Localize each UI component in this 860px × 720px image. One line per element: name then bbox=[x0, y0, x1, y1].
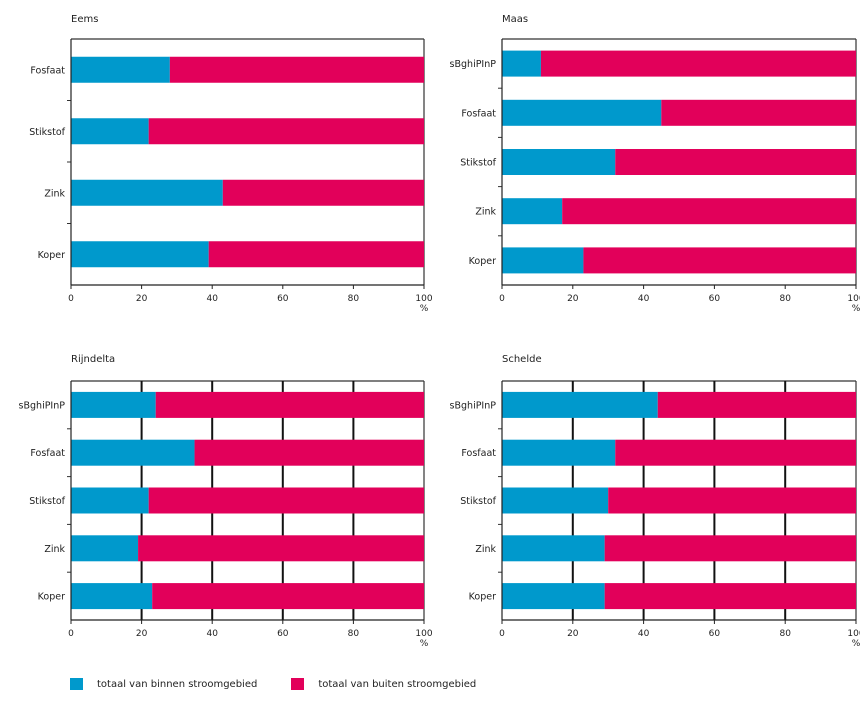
bar-inside bbox=[71, 583, 153, 610]
category-label: Koper bbox=[469, 256, 496, 267]
bar-inside bbox=[502, 99, 662, 126]
legend-label-inside: totaal van binnen stroomgebied bbox=[97, 678, 258, 690]
category-label: Stikstof bbox=[29, 496, 65, 507]
category-label: Zink bbox=[44, 544, 65, 555]
bar-inside bbox=[71, 535, 139, 562]
bar-outside bbox=[222, 179, 424, 206]
bar-outside bbox=[208, 241, 424, 268]
bar-inside bbox=[502, 198, 563, 225]
bar-inside bbox=[71, 487, 149, 514]
bar-outside bbox=[562, 198, 856, 225]
bar-outside bbox=[194, 439, 424, 466]
bar-inside bbox=[71, 391, 156, 418]
bar-inside bbox=[502, 391, 658, 418]
legend-label-outside: totaal van buiten stroomgebied bbox=[318, 678, 477, 690]
category-label: Zink bbox=[44, 188, 65, 199]
x-tick-label: 0 bbox=[68, 629, 74, 639]
category-label: Koper bbox=[38, 250, 65, 261]
legend-swatch-outside bbox=[291, 678, 305, 690]
bar-outside bbox=[657, 391, 856, 418]
category-label: Stikstof bbox=[460, 158, 496, 169]
category-label: Stikstof bbox=[460, 496, 496, 507]
x-tick-label: 60 bbox=[709, 629, 721, 639]
category-label: Stikstof bbox=[29, 127, 65, 138]
x-tick-label: 60 bbox=[277, 629, 289, 639]
panel-title: Schelde bbox=[502, 354, 542, 365]
bar-inside bbox=[502, 50, 541, 77]
bar-outside bbox=[604, 583, 856, 610]
x-axis-unit: % bbox=[852, 304, 860, 314]
x-tick-label: 20 bbox=[136, 629, 148, 639]
x-tick-label: 0 bbox=[68, 294, 74, 304]
category-label: Koper bbox=[38, 592, 65, 603]
category-label: sBghiPInP bbox=[19, 400, 66, 411]
bar-outside bbox=[540, 50, 856, 77]
bar-inside bbox=[502, 439, 616, 466]
x-tick-label: 80 bbox=[348, 294, 360, 304]
legend: totaal van binnen stroomgebied totaal va… bbox=[70, 678, 510, 690]
category-label: Fosfaat bbox=[30, 448, 65, 459]
bar-outside bbox=[604, 535, 856, 562]
bar-outside bbox=[152, 583, 424, 610]
bar-inside bbox=[71, 56, 170, 83]
x-axis-unit: % bbox=[420, 304, 429, 314]
x-axis-unit: % bbox=[852, 639, 860, 649]
bar-outside bbox=[148, 118, 424, 145]
x-tick-label: 40 bbox=[638, 629, 650, 639]
bar-inside bbox=[71, 241, 209, 268]
x-tick-label: 100 bbox=[847, 294, 860, 304]
x-tick-label: 100 bbox=[415, 629, 432, 639]
x-tick-label: 40 bbox=[206, 629, 218, 639]
x-tick-label: 40 bbox=[206, 294, 218, 304]
bar-outside bbox=[661, 99, 856, 126]
x-tick-label: 0 bbox=[499, 629, 505, 639]
category-label: Koper bbox=[469, 592, 496, 603]
bar-inside bbox=[502, 583, 605, 610]
bar-outside bbox=[169, 56, 424, 83]
x-tick-label: 100 bbox=[847, 629, 860, 639]
bar-inside bbox=[502, 535, 605, 562]
bar-outside bbox=[608, 487, 856, 514]
category-label: Fosfaat bbox=[461, 448, 496, 459]
x-tick-label: 0 bbox=[499, 294, 505, 304]
x-tick-label: 20 bbox=[136, 294, 148, 304]
x-tick-label: 100 bbox=[415, 294, 432, 304]
x-tick-label: 60 bbox=[709, 294, 721, 304]
category-label: Zink bbox=[475, 207, 496, 218]
x-tick-label: 60 bbox=[277, 294, 289, 304]
panel-title: Eems bbox=[71, 14, 98, 25]
panel-title: Maas bbox=[502, 14, 528, 25]
category-label: sBghiPInP bbox=[450, 400, 497, 411]
legend-swatch-inside bbox=[70, 678, 83, 690]
bar-inside bbox=[71, 179, 223, 206]
bar-inside bbox=[502, 487, 609, 514]
x-axis-unit: % bbox=[420, 639, 429, 649]
category-label: Zink bbox=[475, 544, 496, 555]
bar-outside bbox=[148, 487, 424, 514]
bar-outside bbox=[615, 149, 856, 175]
bar-outside bbox=[138, 535, 424, 562]
x-tick-label: 20 bbox=[567, 629, 579, 639]
bar-outside bbox=[583, 247, 856, 274]
bar-inside bbox=[502, 149, 616, 175]
x-tick-label: 80 bbox=[779, 294, 791, 304]
bar-inside bbox=[71, 118, 149, 145]
bar-inside bbox=[502, 247, 584, 274]
x-tick-label: 20 bbox=[567, 294, 579, 304]
bar-outside bbox=[155, 391, 424, 418]
x-tick-label: 80 bbox=[348, 629, 360, 639]
bar-inside bbox=[71, 439, 195, 466]
category-label: Fosfaat bbox=[30, 65, 65, 76]
category-label: sBghiPInP bbox=[450, 59, 497, 70]
panel-title: Rijndelta bbox=[71, 354, 115, 365]
x-tick-label: 80 bbox=[779, 629, 791, 639]
x-tick-label: 40 bbox=[638, 294, 650, 304]
bar-outside bbox=[615, 439, 856, 466]
category-label: Fosfaat bbox=[461, 108, 496, 119]
